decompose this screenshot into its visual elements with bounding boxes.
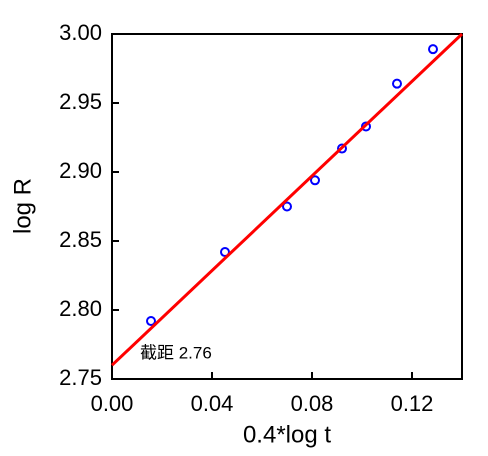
data-point (361, 121, 371, 132)
data-point (282, 201, 292, 212)
data-point (428, 44, 438, 55)
data-point (310, 175, 320, 186)
x-tick-label: 0.04 (191, 391, 234, 416)
y-tick-label: 2.90 (59, 158, 102, 183)
x-tick-label: 0.00 (91, 391, 134, 416)
annotation: 截距 2.76 (140, 343, 212, 362)
y-axis-label: log R (9, 178, 36, 234)
y-tick-label: 2.95 (59, 89, 102, 114)
plot-frame (111, 33, 463, 380)
data-point (146, 316, 156, 327)
data-point (337, 143, 347, 154)
y-tick-label: 2.85 (59, 227, 102, 252)
y-tick-label: 2.80 (59, 296, 102, 321)
y-tick-label: 3.00 (59, 20, 102, 45)
x-tick-label: 0.08 (291, 391, 334, 416)
x-tick-label: 0.12 (391, 391, 434, 416)
y-tick-label: 2.75 (59, 365, 102, 390)
fit-line (110, 32, 464, 367)
data-point (220, 247, 230, 258)
data-point (392, 78, 402, 89)
x-axis-label: 0.4*log t (243, 421, 331, 448)
